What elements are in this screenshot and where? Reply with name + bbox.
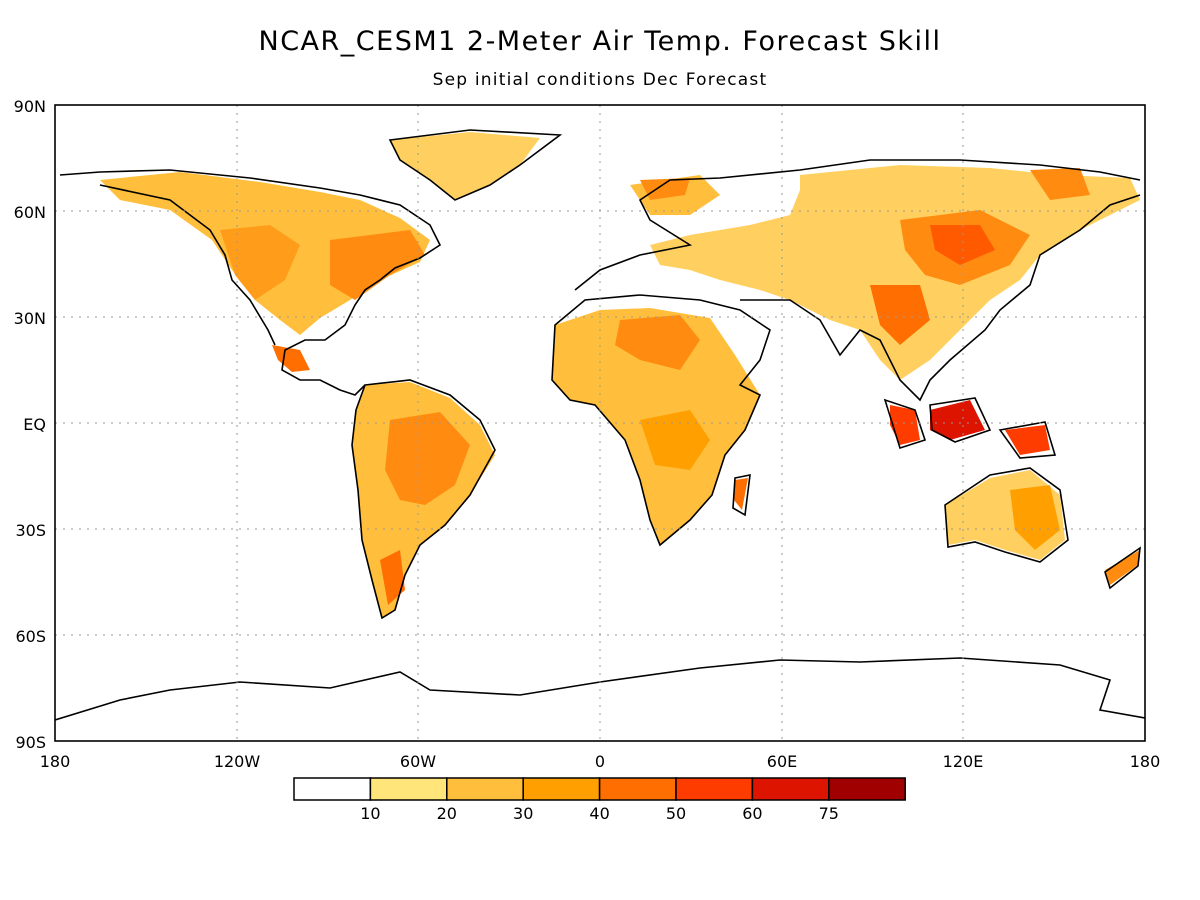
colorbar-swatch — [369, 777, 448, 801]
lon-label-0: 0 — [595, 752, 605, 771]
lon-label-180w: 180 — [40, 752, 71, 771]
map-area — [55, 105, 1145, 741]
graticule — [55, 105, 1145, 741]
lon-label-120e: 120E — [943, 752, 984, 771]
lat-label-90n: 90N — [14, 97, 46, 116]
lat-label-eq: EQ — [23, 415, 46, 434]
map-frame — [54, 104, 1146, 742]
colorbar-swatch — [675, 777, 754, 801]
colorbar: 10 20 30 40 50 60 75 — [293, 777, 906, 823]
lon-label-180e: 180 — [1130, 752, 1161, 771]
lat-axis: 90N 60N 30N EQ 30S 60S 90S — [14, 97, 46, 752]
colorbar-swatch — [446, 777, 524, 801]
lat-label-30s: 30S — [15, 521, 46, 540]
colorbar-swatch — [522, 777, 601, 801]
colorbar-label: 40 — [589, 804, 609, 823]
colorbar-swatch — [828, 777, 906, 801]
colorbar-swatch — [293, 777, 372, 801]
colorbar-swatch — [598, 777, 677, 801]
colorbar-label: 10 — [360, 804, 380, 823]
map-title: NCAR_CESM1 2-Meter Air Temp. Forecast Sk… — [258, 26, 942, 57]
map-subtitle: Sep initial conditions Dec Forecast — [432, 70, 768, 90]
lon-label-60e: 60E — [767, 752, 797, 771]
colorbar-label: 60 — [742, 804, 762, 823]
lon-label-60w: 60W — [400, 752, 436, 771]
colorbar-label: 75 — [819, 804, 839, 823]
colorbar-label: 50 — [666, 804, 686, 823]
lat-label-60s: 60S — [15, 627, 46, 646]
lon-label-120w: 120W — [214, 752, 261, 771]
lon-axis: 180 120W 60W 0 60E 120E 180 — [40, 752, 1161, 771]
colorbar-label: 20 — [437, 804, 457, 823]
lat-label-30n: 30N — [14, 309, 46, 328]
skill-shading-layer — [100, 132, 1140, 618]
lat-label-90s: 90S — [15, 733, 46, 752]
colorbar-swatch — [751, 777, 830, 801]
colorbar-label: 30 — [513, 804, 533, 823]
lat-label-60n: 60N — [14, 203, 46, 222]
